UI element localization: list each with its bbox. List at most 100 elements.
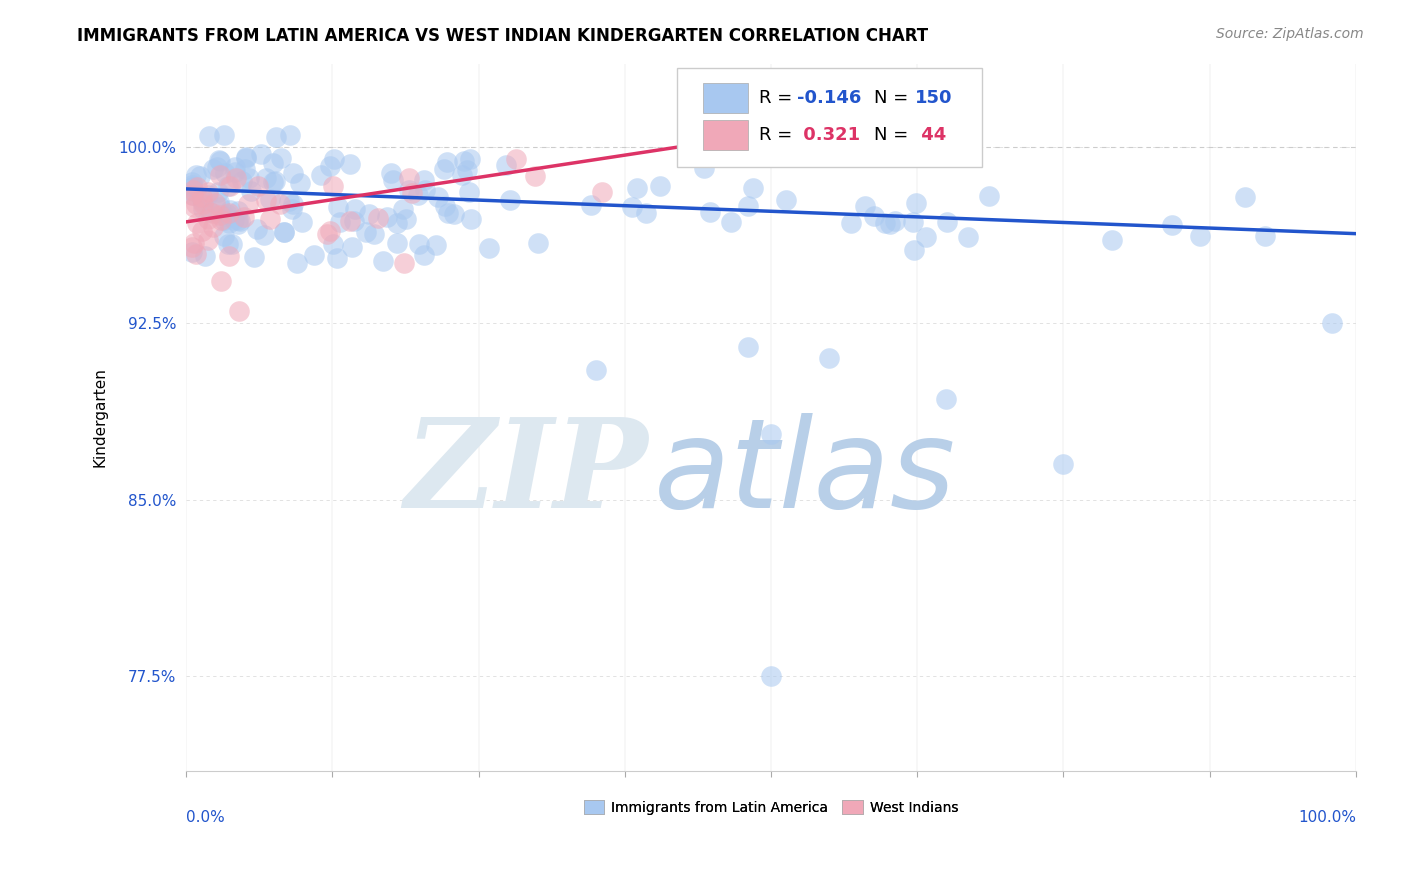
Point	[1052, 458, 1074, 472]
Point	[277, 194, 299, 209]
Point	[433, 161, 456, 176]
Point	[226, 217, 249, 231]
Point	[879, 217, 901, 231]
Point	[243, 250, 266, 264]
Point	[367, 211, 389, 225]
Point	[281, 202, 304, 217]
Point	[181, 244, 204, 259]
Point	[181, 187, 204, 202]
Point	[254, 171, 277, 186]
Point	[380, 166, 402, 180]
Point	[720, 215, 742, 229]
Point	[620, 200, 643, 214]
Point	[191, 190, 214, 204]
Point	[1160, 218, 1182, 232]
Point	[1234, 190, 1257, 204]
Point	[280, 128, 302, 142]
Text: 0.0%: 0.0%	[186, 810, 225, 824]
Point	[191, 202, 214, 216]
Point	[281, 196, 304, 211]
Point	[759, 426, 782, 441]
Point	[229, 214, 252, 228]
Point	[853, 199, 876, 213]
Point	[648, 178, 671, 193]
Point	[226, 213, 249, 227]
Point	[250, 147, 273, 161]
Point	[456, 162, 478, 177]
Point	[186, 216, 208, 230]
Text: N =: N =	[875, 126, 914, 144]
Text: Source: ZipAtlas.com: Source: ZipAtlas.com	[1216, 27, 1364, 41]
Point	[193, 249, 215, 263]
Point	[363, 227, 385, 241]
Point	[201, 206, 224, 220]
Point	[693, 161, 716, 175]
Point	[863, 209, 886, 223]
Point	[285, 256, 308, 270]
Point	[398, 170, 420, 185]
Legend: Immigrants from Latin America, West Indians: Immigrants from Latin America, West Indi…	[578, 795, 965, 821]
Point	[354, 225, 377, 239]
Point	[343, 214, 366, 228]
Point	[197, 233, 219, 247]
Point	[181, 240, 204, 254]
Point	[385, 235, 408, 250]
Point	[818, 150, 841, 164]
Point	[253, 228, 276, 243]
Point	[326, 200, 349, 214]
Point	[375, 211, 398, 225]
Point	[408, 237, 430, 252]
Point	[316, 227, 339, 241]
Point	[460, 211, 482, 226]
Point	[956, 229, 979, 244]
Point	[181, 187, 204, 202]
Point	[434, 199, 457, 213]
Point	[839, 216, 862, 230]
Point	[394, 256, 416, 270]
Point	[437, 205, 460, 219]
Point	[325, 251, 347, 265]
Text: 150: 150	[915, 89, 952, 107]
Point	[591, 186, 613, 200]
Point	[247, 178, 270, 193]
Point	[357, 207, 380, 221]
Point	[495, 158, 517, 172]
Point	[218, 250, 240, 264]
Point	[186, 180, 208, 194]
Point	[387, 216, 409, 230]
Point	[458, 185, 481, 199]
Point	[236, 197, 259, 211]
Point	[391, 202, 413, 216]
Point	[453, 154, 475, 169]
Point	[818, 351, 841, 366]
Point	[413, 183, 436, 197]
Point	[425, 238, 447, 252]
Point	[212, 128, 235, 142]
Point	[218, 237, 240, 252]
Text: R =: R =	[759, 89, 799, 107]
Point	[181, 180, 204, 194]
Point	[775, 193, 797, 207]
Point	[218, 217, 240, 231]
Point	[339, 157, 361, 171]
Point	[935, 215, 957, 229]
Point	[262, 156, 284, 170]
Point	[291, 215, 314, 229]
Point	[214, 209, 236, 223]
Point	[281, 166, 304, 180]
Point	[219, 178, 242, 193]
Point	[1322, 316, 1344, 330]
Point	[181, 178, 204, 193]
Text: 100.0%: 100.0%	[1298, 810, 1355, 824]
Point	[197, 211, 219, 226]
Point	[426, 189, 449, 203]
Point	[382, 173, 405, 187]
Point	[903, 244, 925, 258]
Point	[273, 225, 295, 239]
Point	[217, 178, 239, 193]
Point	[1188, 228, 1211, 243]
Point	[342, 240, 364, 254]
Point	[212, 229, 235, 244]
Point	[184, 197, 207, 211]
Point	[436, 155, 458, 169]
